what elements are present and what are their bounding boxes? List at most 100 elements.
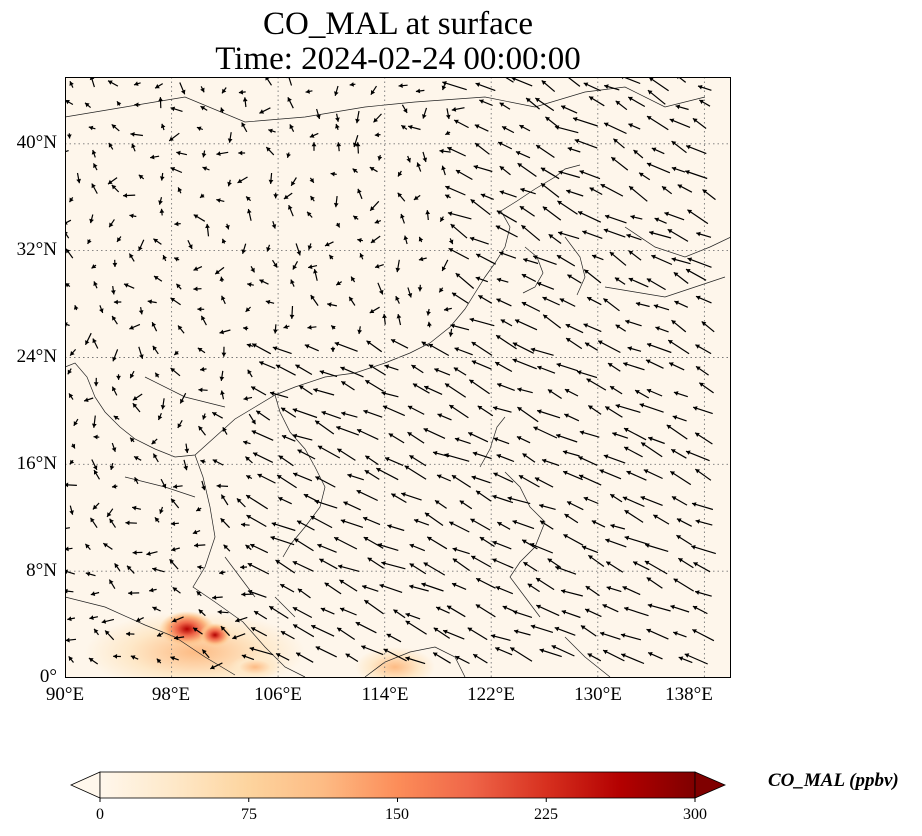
wind-vector-head [130, 132, 135, 137]
wind-vector-head [578, 211, 583, 216]
wind-vector-head [352, 168, 358, 173]
wind-vector-head [70, 351, 75, 356]
wind-vector-head [355, 142, 361, 147]
wind-vector-head [270, 535, 275, 541]
wind-vector-head [183, 465, 188, 471]
wind-vector-head [567, 146, 573, 152]
wind-vector-head [134, 81, 139, 86]
wind-vector-head [400, 213, 405, 219]
wind-vector-head [685, 170, 690, 175]
wind-vector-head [540, 167, 546, 172]
wind-vector-head [65, 546, 69, 552]
wind-vector-head [670, 471, 675, 476]
wind-vector-head [321, 410, 326, 416]
wind-vector-head [587, 297, 592, 302]
wind-vector-head [383, 648, 389, 653]
wind-vector-head [111, 124, 117, 129]
wind-vector-head [523, 562, 528, 567]
wind-vector-head [283, 194, 289, 199]
wind-vector-head [125, 520, 130, 526]
wind-vector-head [91, 264, 97, 269]
wind-vector-head [177, 187, 183, 193]
wind-vector-head [107, 512, 112, 517]
wind-vector-head [197, 347, 203, 353]
wind-vector-head [604, 122, 609, 127]
wind-vector-head [433, 627, 439, 632]
wind-vector-head [692, 118, 698, 123]
wind-vector-head [516, 436, 522, 441]
wind-vector-head [109, 222, 114, 228]
wind-vector-head [563, 470, 568, 476]
wind-vector-head [547, 558, 553, 563]
wind-vector-head [152, 345, 157, 351]
wind-vector-head [633, 150, 639, 155]
wind-vector-head [671, 257, 677, 262]
wind-vector-head [331, 325, 336, 330]
wind-vector-head [240, 564, 245, 570]
wind-vector-head [496, 277, 502, 283]
wind-vector-head [588, 555, 593, 560]
colorbar-gradient [99, 771, 696, 799]
wind-vector-head [624, 446, 629, 451]
wind-vector [404, 465, 427, 480]
wind-vector-head [172, 587, 178, 592]
wind-vector [509, 646, 533, 662]
wind-vector-head [198, 387, 203, 393]
wind-vector-head [447, 211, 453, 217]
wind-vector-head [443, 629, 448, 635]
wind-vector-head [368, 364, 374, 369]
wind-vector-head [692, 605, 698, 611]
wind-vector-head [469, 317, 475, 323]
wind-vector-head [357, 238, 362, 243]
wind-vector-head [247, 282, 252, 287]
wind-vector-head [512, 520, 518, 525]
wind-vector-head [668, 340, 673, 345]
wind-vector-head [365, 380, 370, 385]
wind-vector-head [398, 83, 403, 88]
wind-vector-head [111, 447, 117, 452]
wind-vector-head [495, 586, 501, 591]
wind-vector-head [676, 518, 682, 523]
wind-vector-head [378, 289, 384, 295]
wind-vector-head [112, 386, 117, 392]
wind-vector-head [88, 125, 94, 131]
wind-vector-head [134, 456, 139, 461]
wind-vector-head [573, 117, 578, 122]
wind-vector-head [251, 430, 257, 435]
wind-vector [334, 342, 358, 352]
wind-vector-head [134, 477, 139, 482]
wind-vector-head [566, 189, 571, 194]
wind-vector-head [157, 632, 162, 637]
wind-vector-head [363, 516, 368, 522]
wind-vector-head [280, 631, 286, 636]
wind-vector-head [541, 183, 546, 188]
wind-vector-head [493, 406, 498, 411]
wind-vector-head [90, 517, 95, 523]
wind-vector-head [605, 214, 610, 220]
wind-vector-head [220, 107, 225, 113]
wind-vector-head [334, 537, 339, 542]
wind-vector-head [491, 634, 496, 639]
wind-vector-head [232, 634, 237, 640]
wind-vector-head [353, 215, 358, 221]
wind-vector-head [687, 257, 693, 262]
wind-vector-head [493, 437, 499, 442]
wind-vector-head [393, 609, 398, 614]
wind-vector-head [436, 606, 441, 611]
wind-vector-head [198, 609, 204, 614]
wind-vector-head [562, 450, 568, 455]
wind-vector-head [391, 339, 396, 344]
wind-vector-head [671, 166, 677, 172]
wind-vector-head [693, 562, 699, 567]
wind-vector-head [235, 617, 240, 623]
wind-vector-head [684, 653, 690, 658]
wind-vector-head [108, 179, 113, 185]
wind-vector-head [160, 405, 166, 410]
wind-vector-head [561, 105, 566, 110]
wind-vector-head [564, 389, 570, 394]
wind-vector-head [128, 590, 133, 596]
wind-vector-head [444, 306, 449, 312]
wind-vector-head [495, 362, 500, 367]
wind-vector-head [421, 582, 426, 588]
wind-vector-head [266, 247, 271, 252]
